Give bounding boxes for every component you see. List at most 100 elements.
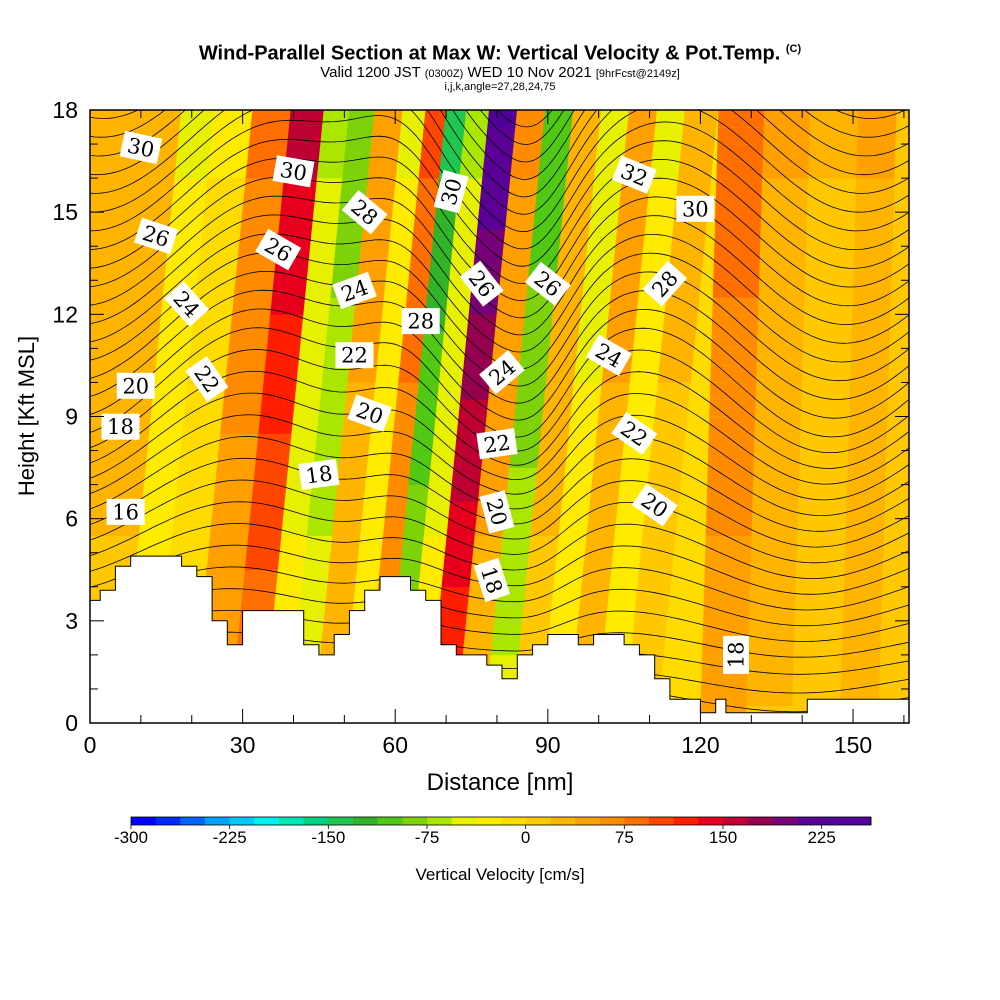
- colorbar-swatch: [698, 817, 724, 825]
- isentrope-line: [90, 588, 909, 627]
- velocity-cell: [477, 211, 508, 230]
- colorbar-frame: [130, 816, 872, 826]
- velocity-cell: [448, 501, 479, 519]
- velocity-cell: [656, 382, 692, 400]
- velocity-cell: [249, 501, 286, 519]
- velocity-cell: [466, 603, 497, 622]
- colorbar-label: Vertical Velocity [cm/s]: [415, 865, 584, 884]
- colorbar-swatch: [328, 817, 354, 825]
- velocity-cell: [274, 586, 303, 605]
- colorbar-swatch: [747, 817, 773, 825]
- velocity-cell: [278, 211, 315, 230]
- velocity-cell: [631, 348, 662, 366]
- velocity-cell: [411, 228, 435, 247]
- isentrope-line: [90, 214, 909, 336]
- velocity-cell: [717, 126, 765, 145]
- velocity-cell: [842, 620, 882, 639]
- velocity-cell: [755, 399, 802, 417]
- velocity-cell: [253, 467, 289, 485]
- velocity-cell: [852, 297, 892, 315]
- isentrope-line: [90, 370, 909, 469]
- velocity-cell: [887, 399, 909, 417]
- velocity-cell: [550, 603, 581, 622]
- velocity-cell: [154, 365, 190, 383]
- contour-label: 18: [298, 458, 340, 490]
- velocity-cell: [273, 262, 310, 281]
- velocity-cell: [663, 637, 710, 656]
- velocity-cell: [355, 569, 381, 588]
- velocity-cell: [879, 654, 909, 673]
- velocity-cell: [659, 348, 695, 366]
- velocity-cell: [333, 245, 362, 264]
- velocity-cell: [752, 484, 800, 502]
- velocity-cell: [318, 143, 347, 162]
- contour-label: 30: [433, 169, 469, 214]
- velocity-cell: [392, 194, 418, 213]
- contour-label: 30: [119, 130, 163, 165]
- contour-label-text: 16: [112, 500, 139, 524]
- velocity-cell: [648, 177, 679, 196]
- velocity-cell: [611, 552, 642, 571]
- velocity-cell: [211, 501, 253, 519]
- velocity-cell: [510, 160, 541, 179]
- velocity-cell: [444, 314, 470, 332]
- y-tick-label: 15: [52, 199, 78, 225]
- velocity-cell: [327, 314, 355, 332]
- velocity-cell: [797, 501, 848, 519]
- velocity-cell: [305, 279, 333, 298]
- velocity-cell: [482, 160, 513, 179]
- velocity-cell: [747, 637, 795, 656]
- velocity-cell: [794, 603, 845, 622]
- velocity-cell: [230, 314, 271, 332]
- velocity-cell: [494, 603, 525, 622]
- velocity-cell: [646, 194, 678, 213]
- velocity-cell: [888, 365, 909, 383]
- velocity-cell: [333, 501, 365, 519]
- velocity-cell: [299, 331, 328, 349]
- axes: 0 30 60 90 120 150 0 3 6 9 12 15 18: [52, 97, 909, 758]
- velocity-cell: [851, 331, 891, 349]
- velocity-cell: [895, 110, 909, 128]
- velocity-cell: [881, 586, 909, 605]
- colorbar-swatch: [624, 817, 650, 825]
- velocity-cell: [855, 194, 895, 213]
- velocity-cell: [800, 416, 850, 434]
- velocity-cell: [892, 228, 909, 247]
- contour-label: 26: [134, 217, 179, 255]
- x-tick-label: 90: [535, 732, 561, 758]
- velocity-cell: [515, 110, 546, 128]
- velocity-cell: [556, 535, 588, 554]
- velocity-cell: [583, 552, 614, 571]
- velocity-cell: [678, 160, 714, 179]
- colorbar-tick-label: -75: [415, 828, 440, 847]
- velocity-cell: [651, 143, 683, 162]
- velocity-cell: [662, 314, 699, 332]
- velocity-cell: [170, 535, 211, 554]
- y-tick-label: 3: [65, 608, 78, 634]
- velocity-cell: [851, 314, 891, 332]
- velocity-cell: [707, 450, 755, 468]
- velocity-cell: [513, 126, 544, 145]
- contour-label-text: 18: [304, 461, 334, 488]
- velocity-cell: [204, 194, 245, 213]
- x-tick-label: 0: [84, 732, 97, 758]
- y-tick-label: 6: [65, 506, 78, 532]
- velocity-cell: [856, 143, 897, 162]
- velocity-cell: [150, 399, 187, 417]
- velocity-cell: [749, 569, 797, 588]
- velocity-cell: [550, 314, 582, 332]
- velocity-cell: [190, 331, 232, 349]
- isentrope-line: [496, 110, 553, 128]
- colorbar-tick-label: -150: [311, 828, 345, 847]
- velocity-cell: [479, 467, 511, 485]
- colorbar-swatch: [821, 817, 847, 825]
- velocity-cell: [626, 399, 657, 417]
- contour-label-text: 30: [125, 133, 156, 162]
- velocity-cell: [494, 314, 526, 332]
- velocity-cell: [847, 467, 887, 485]
- velocity-cell: [298, 348, 327, 366]
- velocity-cell: [176, 467, 218, 485]
- velocity-cell: [709, 382, 757, 400]
- velocity-cell: [90, 245, 169, 264]
- colorbar-tick-label: -300: [114, 828, 148, 847]
